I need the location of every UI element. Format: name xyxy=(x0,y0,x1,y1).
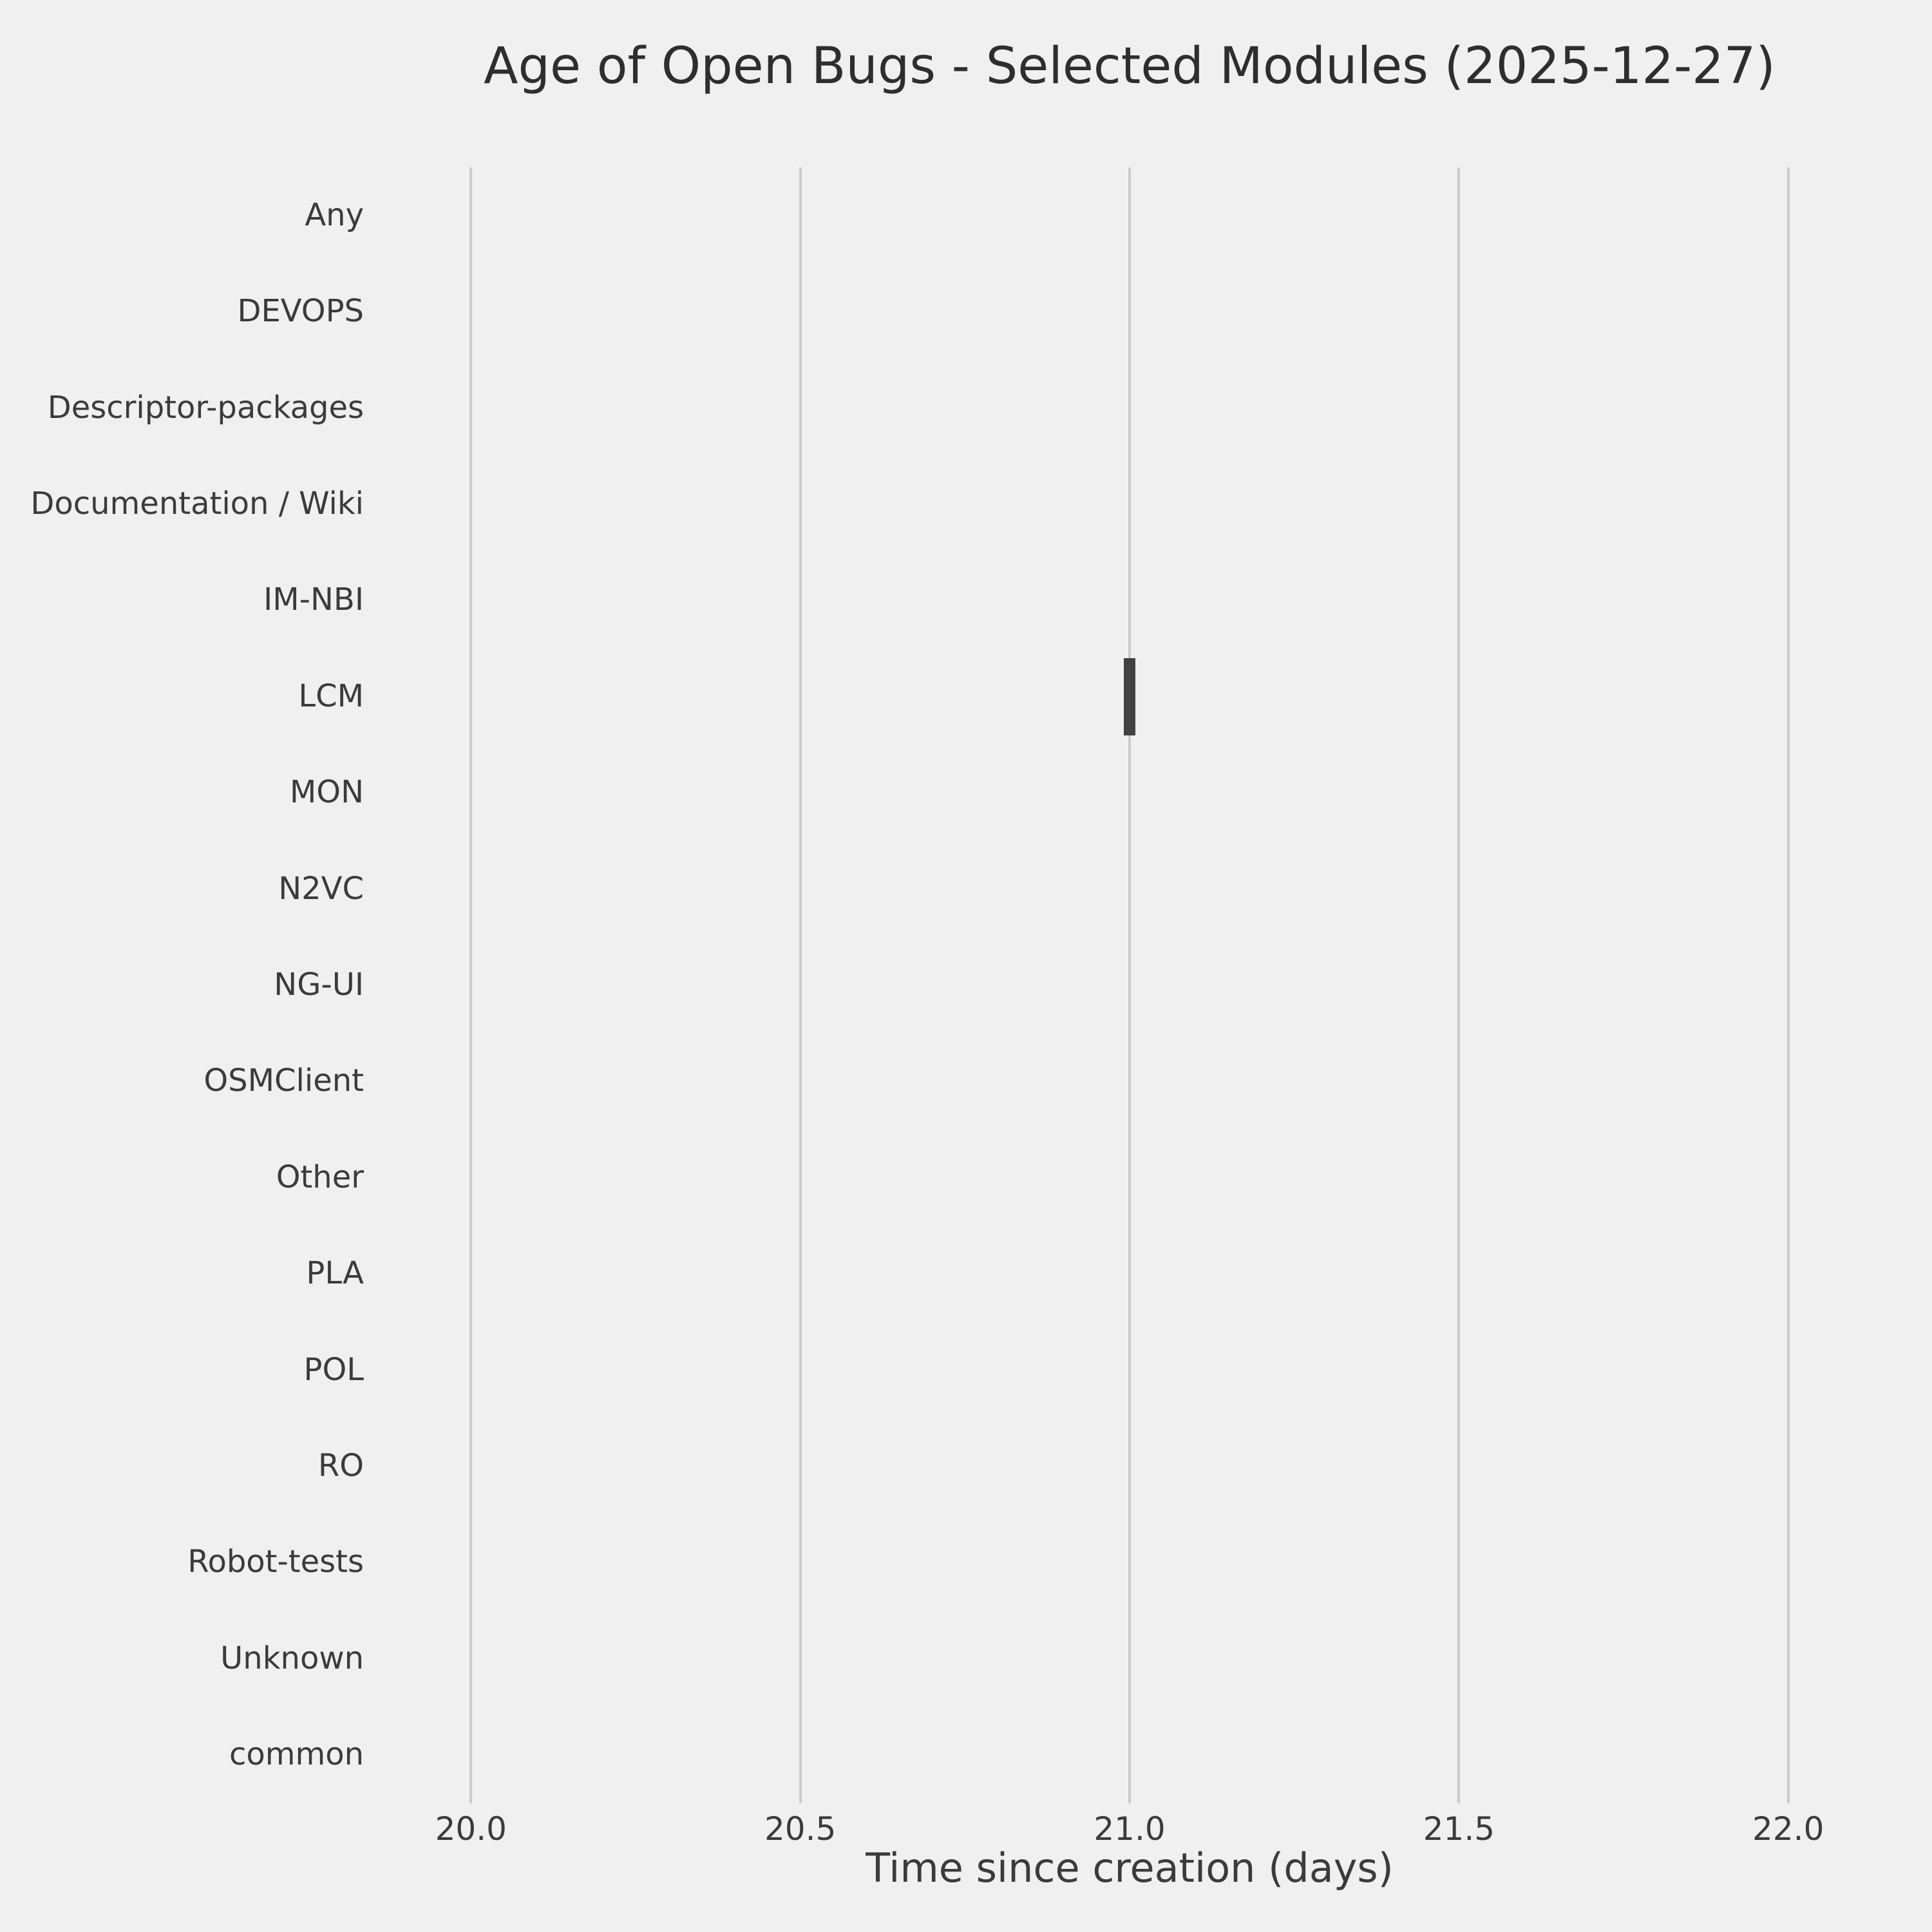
y-tick-label: Unknown xyxy=(220,1640,364,1676)
x-tick-label: 21.0 xyxy=(1094,1810,1166,1848)
gridline-x-20.0 xyxy=(469,167,473,1803)
y-tick-label: OSMClient xyxy=(204,1063,364,1099)
y-tick-label: DEVOPS xyxy=(237,292,364,329)
x-tick-label: 20.5 xyxy=(764,1810,837,1848)
plot-area xyxy=(405,167,1854,1803)
gridline-x-22.0 xyxy=(1786,167,1790,1803)
y-tick-label: NG-UI xyxy=(274,966,364,1003)
chart-title: Age of Open Bugs - Selected Modules (202… xyxy=(484,37,1776,95)
y-tick-label: POL xyxy=(303,1351,364,1388)
x-tick-label: 21.5 xyxy=(1423,1810,1495,1848)
y-tick-label: LCM xyxy=(298,677,364,714)
y-axis-tick-labels: Any DEVOPS Descriptor-packages Documentatio… xyxy=(0,0,364,1932)
y-tick-label: Any xyxy=(305,196,364,233)
y-tick-label: PLA xyxy=(306,1255,364,1292)
y-tick-label: Documentation / Wiki xyxy=(30,485,364,522)
y-tick-label: N2VC xyxy=(278,870,364,907)
x-tick-label: 22.0 xyxy=(1752,1810,1824,1848)
y-tick-label: Robot-tests xyxy=(187,1544,364,1580)
boxplot-box-lcm xyxy=(1124,658,1135,735)
y-tick-label: MON xyxy=(289,774,364,811)
y-tick-label: IM-NBI xyxy=(263,582,364,618)
x-tick-label: 20.0 xyxy=(435,1810,507,1848)
x-axis-label: Time since creation (days) xyxy=(866,1844,1394,1891)
y-tick-label: Other xyxy=(276,1159,364,1195)
y-tick-label: common xyxy=(229,1736,364,1773)
gridline-x-21.5 xyxy=(1457,167,1461,1803)
gridline-x-21.0 xyxy=(1128,167,1131,1803)
y-tick-label: RO xyxy=(317,1447,364,1484)
gridline-x-20.5 xyxy=(799,167,802,1803)
y-tick-label: Descriptor-packages xyxy=(47,389,364,426)
